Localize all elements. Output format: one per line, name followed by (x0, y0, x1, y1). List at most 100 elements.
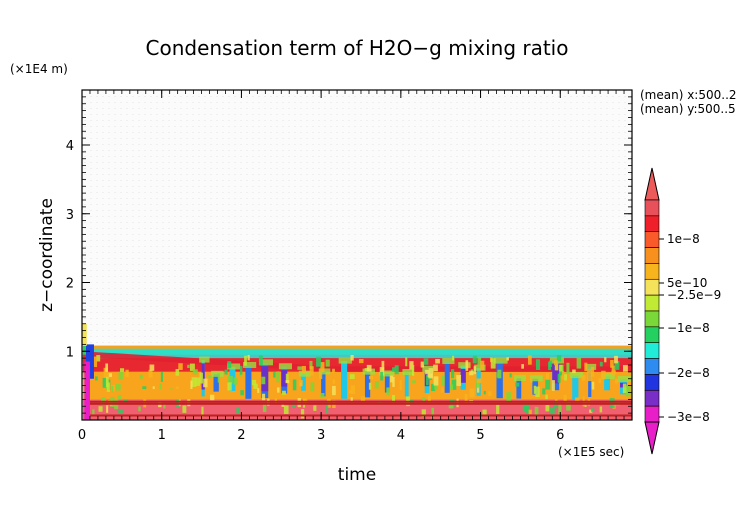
heatmap-speck (368, 382, 372, 390)
heatmap-speck (545, 373, 549, 380)
heatmap-speck (227, 361, 232, 369)
heatmap-speck (427, 395, 431, 403)
heatmap-speck (348, 390, 353, 394)
heatmap-speck (192, 369, 198, 375)
heatmap-speck (251, 379, 257, 386)
heatmap-speck (115, 384, 121, 391)
x-tick-label: 1 (158, 428, 166, 443)
heatmap-speck (425, 369, 430, 375)
heatmap-speck (469, 370, 474, 376)
colorbar: 1e−8 5e−10−2.5e−9 −1e−8 −2e−8 −3e−8 (644, 167, 721, 455)
heatmap-cell (213, 374, 219, 392)
heatmap-speck (422, 397, 426, 403)
y-axis-label: z−coordinate (37, 198, 57, 312)
heatmap-speck (224, 369, 228, 375)
x-tick-label: 5 (476, 428, 484, 443)
heatmap-cell (444, 361, 450, 393)
heatmap-speck (240, 390, 244, 396)
heatmap-speck (545, 394, 548, 400)
heatmap-speck (405, 357, 408, 367)
colorbar-swatch (644, 342, 660, 359)
heatmap-speck (611, 365, 616, 372)
heatmap-speck (421, 409, 426, 417)
heatmap-speck (96, 355, 101, 362)
heatmap-speck (301, 365, 306, 374)
y-tick-label: 1 (66, 345, 74, 360)
heatmap-cell (404, 372, 409, 397)
heatmap-cell (604, 376, 611, 391)
heatmap-speck (300, 409, 305, 419)
heatmap-speck (420, 361, 425, 368)
heatmap-speck (535, 359, 541, 371)
heatmap-speck (105, 376, 109, 388)
heatmap-cell (516, 378, 522, 399)
heatmap-speck (590, 408, 595, 412)
heatmap-speck (576, 357, 582, 369)
heatmap-speck (488, 391, 492, 396)
heatmap-speck (490, 358, 496, 369)
heatmap-speck (564, 374, 568, 381)
heatmap-speck (160, 371, 163, 382)
heatmap-cell (588, 367, 592, 397)
heatmap-speck (411, 365, 415, 376)
heatmap-speck (610, 360, 614, 368)
colorbar-swatch (644, 389, 660, 407)
heatmap-speck (599, 361, 603, 367)
heatmap-speck (262, 393, 266, 401)
heatmap-speck (189, 363, 195, 371)
x-axis-label: time (338, 465, 376, 485)
colorbar-label: −1e−8 (667, 321, 710, 335)
heatmap-speck (210, 394, 215, 401)
heatmap-speck (175, 369, 180, 376)
heatmap-speck (276, 387, 280, 393)
heatmap-speck (625, 385, 631, 397)
heatmap-speck (379, 366, 385, 376)
heatmap-cell (494, 357, 508, 364)
heatmap-speck (558, 404, 562, 415)
heatmap-speck (350, 385, 355, 394)
colorbar-swatch (644, 199, 660, 217)
x-tick-label: 2 (237, 428, 245, 443)
heatmap-speck (201, 406, 204, 417)
heatmap-speck (366, 364, 372, 372)
heatmap-cell (211, 370, 224, 377)
heatmap-speck (515, 382, 520, 387)
heatmap-speck (313, 405, 317, 411)
heatmap-speck (581, 375, 586, 381)
heatmap-line (85, 414, 632, 417)
heatmap-speck (591, 381, 595, 390)
heatmap-speck (319, 372, 323, 379)
heatmap-layer (89, 351, 632, 372)
heatmap-cell (529, 375, 543, 382)
heatmap-cell (402, 368, 414, 375)
heatmap-speck (566, 362, 570, 374)
heatmap-speck (614, 360, 620, 370)
heatmap-cell (298, 370, 311, 377)
heatmap-speck (190, 380, 193, 390)
heatmap-speck (381, 360, 385, 371)
heatmap-cell (245, 365, 252, 399)
heatmap-cell (585, 363, 597, 370)
heatmap-speck (427, 373, 433, 378)
x-unit-label: (×1E5 sec) (558, 445, 624, 459)
heatmap-speck (299, 380, 303, 387)
heatmap-speck (509, 373, 512, 378)
heatmap-speck (475, 380, 481, 388)
heatmap-speck (506, 392, 512, 402)
heatmap-speck (281, 403, 285, 407)
heatmap-speck (622, 365, 628, 372)
heatmap-speck (426, 375, 429, 386)
colorbar-label: −2e−8 (667, 366, 710, 380)
colorbar-label: −3e−8 (667, 410, 710, 424)
heatmap-speck (244, 355, 247, 366)
heatmap-speck (182, 405, 187, 413)
heatmap-speck (409, 361, 414, 370)
heatmap-cell (243, 361, 257, 368)
heatmap-speck (380, 372, 384, 381)
heatmap-speck (349, 374, 355, 379)
heatmap-speck (227, 375, 233, 384)
heatmap-speck (450, 384, 454, 391)
heatmap-speck (423, 358, 429, 365)
colorbar-swatch (644, 231, 660, 248)
